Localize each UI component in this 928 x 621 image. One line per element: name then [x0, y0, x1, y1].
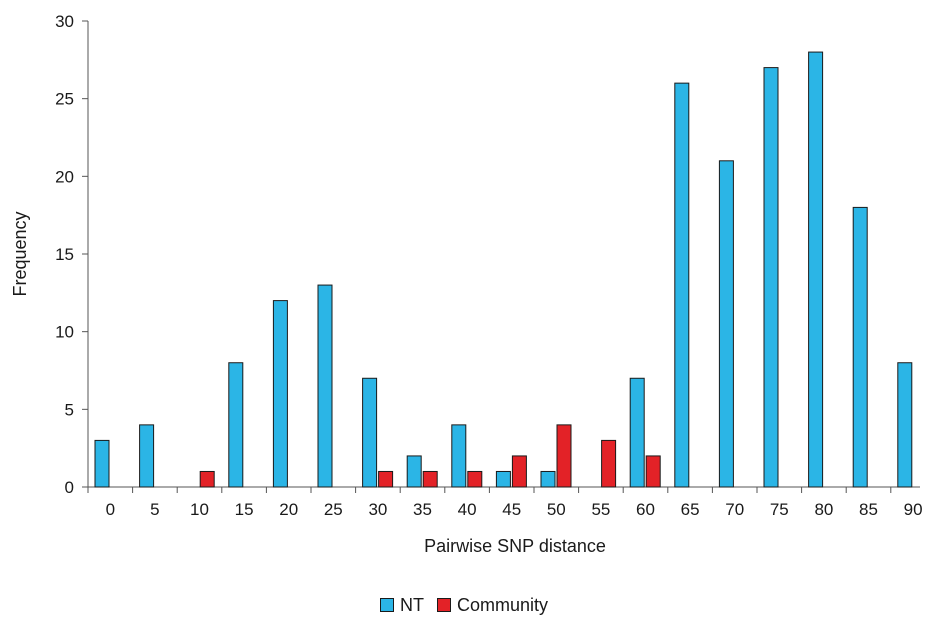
- x-tick-label: 65: [681, 500, 700, 519]
- bar-community: [467, 470, 483, 488]
- x-tick-label: 20: [279, 500, 298, 519]
- x-tick-label: 35: [413, 500, 432, 519]
- y-tick-label: 20: [55, 167, 74, 186]
- bar-community: [645, 455, 661, 488]
- legend-label-community: Community: [456, 595, 549, 615]
- bar-nt: [451, 424, 467, 488]
- y-tick-label: 0: [65, 478, 74, 497]
- legend-label-nt: NT: [399, 595, 424, 615]
- x-tick-label: 30: [368, 500, 387, 519]
- x-tick-label: 75: [770, 500, 789, 519]
- bar-nt: [629, 377, 645, 488]
- y-axis: 0 5 10 15 20 25 30: [55, 12, 89, 497]
- y-tick-label: 15: [55, 245, 74, 264]
- bar-community: [199, 470, 215, 488]
- x-tick-label: 80: [814, 500, 833, 519]
- x-tick-label: 10: [190, 500, 209, 519]
- y-axis-title: Frequency: [10, 211, 30, 296]
- x-axis: 0 5 10 15 20 25 30 35 40 45 50 55 60 65 70 75 80 85 90: [87, 486, 923, 519]
- bar-nt: [718, 160, 734, 488]
- bar-nt: [228, 362, 244, 488]
- bar-nt: [317, 284, 333, 488]
- bar-community: [378, 470, 394, 488]
- x-tick-label: 55: [591, 500, 610, 519]
- bar-community: [556, 424, 572, 488]
- x-tick-label: 50: [547, 500, 566, 519]
- bar-nt: [94, 439, 110, 488]
- bar-nt: [495, 470, 511, 488]
- bars: [94, 51, 913, 488]
- bar-nt: [763, 67, 779, 488]
- bar-nt: [362, 377, 378, 488]
- x-tick-label: 5: [150, 500, 159, 519]
- y-tick-label: 25: [55, 90, 74, 109]
- x-tick-label: 70: [725, 500, 744, 519]
- bar-nt: [852, 206, 868, 488]
- x-axis-title: Pairwise SNP distance: [424, 536, 606, 556]
- y-tick-label: 30: [55, 12, 74, 31]
- legend-swatch-nt: [379, 598, 394, 612]
- bar-nt: [139, 424, 155, 488]
- x-tick-label: 25: [324, 500, 343, 519]
- bar-nt: [540, 470, 556, 488]
- x-tick-label: 60: [636, 500, 655, 519]
- x-tick-label: 15: [235, 500, 254, 519]
- x-tick-label: 85: [859, 500, 878, 519]
- x-tick-label: 40: [458, 500, 477, 519]
- y-tick-label: 5: [65, 400, 74, 419]
- legend-item-community: Community: [436, 594, 549, 616]
- legend-item-nt: NT: [379, 594, 424, 616]
- legend-swatch-community: [436, 598, 451, 612]
- x-tick-label: 45: [502, 500, 521, 519]
- x-tick-label: 90: [904, 500, 923, 519]
- bar-nt: [674, 82, 690, 488]
- bar-nt: [808, 51, 824, 488]
- bar-community: [511, 455, 527, 488]
- bar-nt: [272, 300, 288, 488]
- bar-nt: [897, 362, 913, 488]
- bar-community: [422, 470, 438, 488]
- bar-community: [601, 439, 617, 488]
- bar-nt: [406, 455, 422, 488]
- legend: NT Community: [0, 594, 928, 617]
- x-tick-label: 0: [106, 500, 115, 519]
- y-tick-label: 10: [55, 323, 74, 342]
